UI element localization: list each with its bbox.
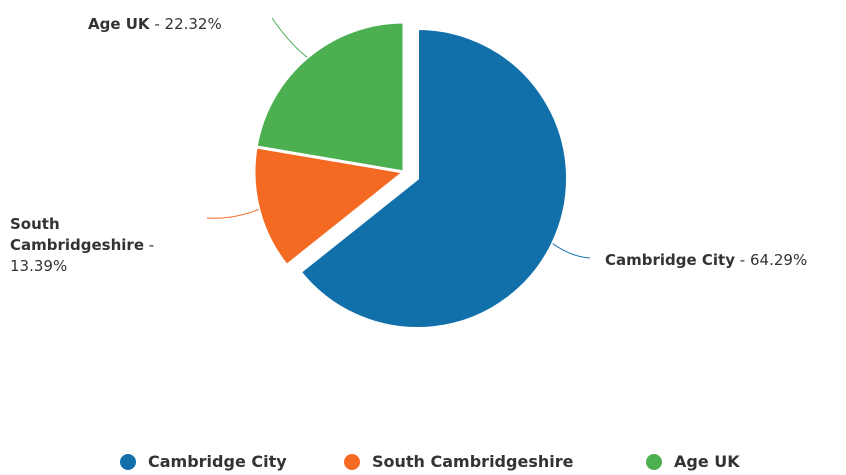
label-separator: - [739, 251, 746, 269]
legend-item: Age UK [646, 452, 740, 471]
label-value: 64.29% [750, 251, 808, 269]
pie-slice [254, 20, 406, 174]
legend-marker [646, 453, 662, 470]
data-label: South Cambridgeshire - 13.39% [10, 214, 188, 277]
legend-item: South Cambridgeshire [344, 452, 573, 471]
legend-label: South Cambridgeshire [372, 452, 574, 471]
label-value: 22.32% [164, 15, 222, 33]
connector [206, 208, 259, 219]
label-value: 13.39% [10, 257, 68, 275]
data-label: Cambridge City - 64.29% [605, 250, 845, 271]
connector [552, 243, 591, 259]
data-label: Age UK - 22.32% [88, 14, 258, 35]
pie-slice [252, 145, 408, 268]
connector [271, 17, 308, 58]
legend-item: Cambridge City [120, 452, 287, 471]
legend-label: Age UK [674, 452, 740, 471]
legend-marker [120, 453, 136, 470]
label-name: Age UK [88, 15, 150, 33]
label-separator: - [148, 236, 155, 254]
label-name: Cambridge City [605, 251, 736, 269]
label-separator: - [154, 15, 160, 33]
label-name: South Cambridgeshire [10, 215, 145, 254]
legend-marker [344, 453, 360, 470]
legend-label: Cambridge City [148, 452, 287, 471]
